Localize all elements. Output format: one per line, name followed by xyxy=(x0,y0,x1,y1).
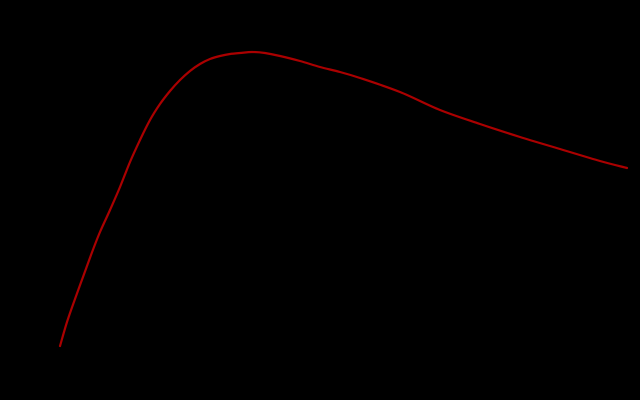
curve-line xyxy=(58,50,629,348)
